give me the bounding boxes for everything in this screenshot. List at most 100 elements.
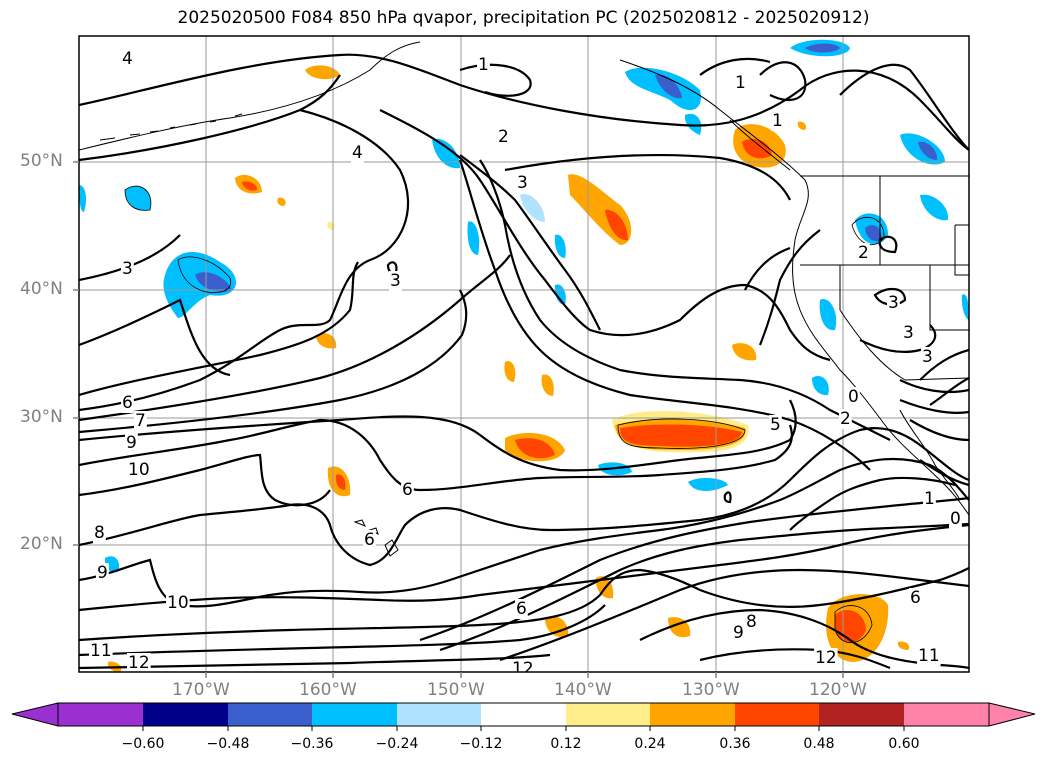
contour-label-background: [732, 623, 745, 643]
qvapor-contours: [79, 53, 969, 670]
contour-label: 2: [498, 127, 509, 147]
contour-label-background: [917, 646, 941, 666]
pos-precip-blob: [732, 343, 757, 361]
colorbar-tick-label: −0.60: [121, 736, 165, 752]
contour-label-background: [734, 73, 747, 93]
contour-label-background: [121, 259, 134, 279]
contour-label: 1: [735, 73, 746, 93]
contour-line: [859, 324, 937, 354]
contour-line: [639, 608, 969, 670]
contour-line: [919, 348, 969, 381]
contour-label: 3: [390, 271, 401, 291]
pos-precip-blob: [277, 197, 286, 206]
lon-label: 120°W: [809, 680, 867, 700]
contour-label-background: [401, 480, 414, 500]
contour-label-background: [497, 127, 510, 147]
neg-precip-blob: [520, 194, 545, 222]
contour-label-background: [902, 323, 915, 343]
contour-label: 12: [128, 653, 150, 673]
contour-line: [499, 568, 969, 662]
contour-label-background: [363, 530, 376, 550]
map-title: 2025020500 F084 850 hPa qvapor, precipit…: [177, 8, 870, 28]
pos-precip-blob: [515, 438, 555, 459]
pos-precip-blob: [541, 374, 554, 396]
contour-line: [439, 522, 969, 652]
state-border: [839, 265, 906, 381]
pos-precip-blob: [504, 361, 516, 382]
contour-label: 3: [517, 173, 528, 193]
state-border: [954, 224, 969, 276]
colorbar-segment: [481, 703, 566, 726]
colorbar-tick-label: −0.36: [290, 736, 334, 752]
contour-label-background: [847, 387, 860, 407]
contour-label-background: [127, 460, 151, 480]
alaska-panhandle: [619, 59, 809, 241]
contour-label: 0: [848, 387, 859, 407]
colorbar-extend-min: [11, 702, 59, 727]
contour-line: [758, 229, 821, 346]
pos-precip-blob: [327, 221, 335, 230]
colorbar-tick-label: 0.48: [803, 736, 835, 752]
contour-line: [839, 63, 969, 151]
precip-outlines: [124, 185, 885, 644]
contour-line: [79, 298, 231, 377]
contour-label-background: [477, 55, 490, 75]
contour-line: [79, 74, 341, 162]
colorbar-tick-label: −0.12: [459, 736, 503, 752]
colorbar-segment: [735, 703, 819, 726]
contour-label-background: [909, 588, 922, 608]
precip-outline: [124, 185, 152, 211]
pos-precip-blob: [897, 641, 910, 650]
contour-label: 9: [97, 563, 108, 583]
lon-label: 130°W: [682, 680, 740, 700]
contour-label: 6: [122, 393, 133, 413]
contour-line: [79, 53, 969, 151]
colorbar-frame: [57, 702, 990, 727]
lon-label: 170°W: [172, 680, 230, 700]
contour-label: 2: [840, 409, 851, 429]
contour-label: 9: [126, 433, 137, 453]
contour-label-background: [887, 293, 900, 313]
colorbar-segment: [397, 703, 481, 726]
contour-label: 12: [512, 659, 534, 679]
contour-line: [79, 604, 606, 657]
contour-label-background: [516, 173, 529, 193]
contour-line: [79, 254, 511, 422]
contour-line: [79, 261, 359, 397]
lon-label: 140°W: [554, 680, 612, 700]
pos-precip-blob: [797, 121, 807, 130]
contour-label-background: [166, 593, 190, 613]
contour-line: [79, 453, 331, 507]
contour-label: 5: [770, 415, 781, 435]
contour-label-background: [771, 111, 784, 131]
contour-label-layer: 4 1 2 1 1 4 3 3 3 3 6 7 9 10 6 6 8 9 10 …: [89, 49, 962, 679]
contour-line: [79, 418, 793, 492]
contour-label: 12: [815, 648, 837, 668]
neg-precip-blob: [805, 43, 840, 53]
neg-precip-blob: [467, 221, 480, 255]
contour-label-background: [769, 415, 782, 435]
contour-label-background: [814, 648, 838, 668]
neg-precip-blob: [79, 185, 87, 212]
contour-line: [79, 289, 468, 434]
lon-label: 150°W: [427, 680, 485, 700]
pos-precip-blob: [545, 616, 569, 638]
lat-label: 50°N: [20, 151, 63, 171]
colorbar-segment: [566, 703, 650, 726]
contour-label-background: [134, 411, 147, 431]
contour-label-background: [93, 523, 106, 543]
colorbar-segment: [650, 703, 735, 726]
contour-line: [878, 235, 898, 254]
contour-label-background: [921, 347, 934, 367]
contour-label-background: [351, 143, 364, 163]
colorbar-tick-label: −0.48: [206, 736, 250, 752]
contour-label: 10: [128, 460, 150, 480]
contour-line: [79, 427, 969, 567]
lat-label: 30°N: [20, 407, 63, 427]
contour-line: [789, 476, 956, 531]
contour-label: 6: [364, 530, 375, 550]
contour-label: 3: [122, 259, 133, 279]
colorbar-tick-label: 0.12: [550, 736, 582, 752]
contour-label: 3: [903, 323, 914, 343]
